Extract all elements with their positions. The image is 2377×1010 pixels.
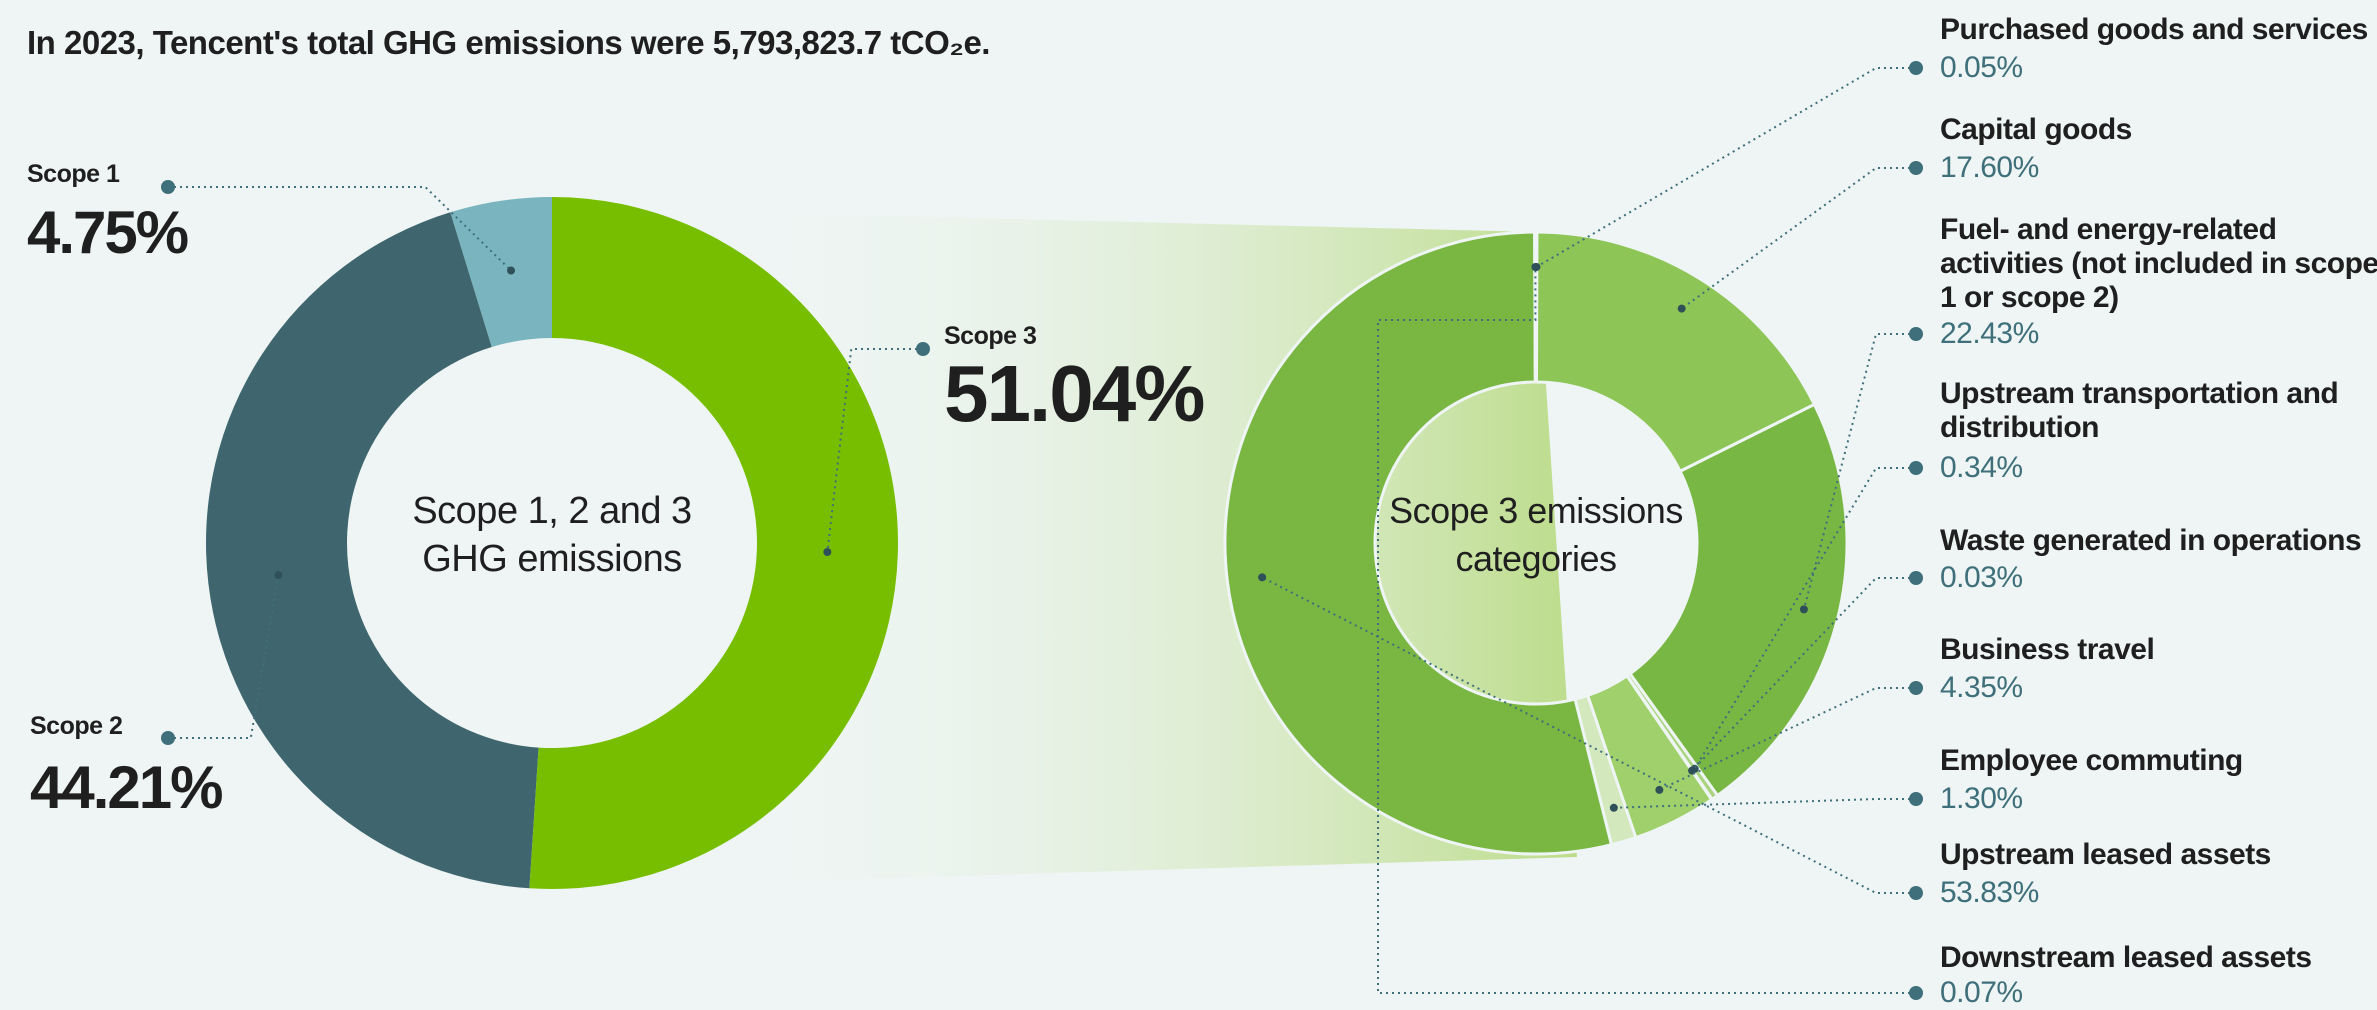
value-label: 44.21%: [30, 754, 223, 821]
category-label: Upstream leased assets: [1940, 838, 2271, 871]
leader-dot: [1909, 986, 1923, 1000]
leader-line: [1613, 798, 1916, 809]
category-label: Scope 2: [30, 712, 123, 740]
category-label: Scope 3: [944, 322, 1037, 350]
leader-line: [1802, 333, 1916, 610]
segment-dot: [507, 266, 516, 275]
leader-dot: [1909, 681, 1923, 695]
leader-line: [1377, 267, 1916, 994]
value-label: 22.43%: [1940, 317, 2039, 350]
leader-dot: [1909, 571, 1923, 585]
leader-line: [1691, 577, 1916, 772]
leader-dot: [916, 342, 930, 356]
value-label: 0.03%: [1940, 561, 2023, 594]
segment-dot: [1258, 573, 1267, 582]
center-label-line: Scope 3 emissions: [1389, 490, 1683, 531]
leader-line: [1658, 687, 1916, 791]
leader-line: [1693, 467, 1916, 770]
leader-dot: [1909, 461, 1923, 475]
category-label: Employee commuting: [1940, 744, 2243, 777]
segment-dot: [1799, 605, 1808, 614]
value-label: 1.30%: [1940, 782, 2023, 815]
segment-dot: [1531, 263, 1540, 272]
donut-segment: [450, 197, 552, 348]
segment-dot: [1655, 785, 1664, 794]
leader-dot: [161, 731, 175, 745]
segment-dot: [274, 571, 283, 580]
leader-line: [1261, 576, 1916, 894]
category-label: Upstream transportation and distribution: [1940, 377, 2339, 444]
leader-dot: [1909, 61, 1923, 75]
center-label: Scope 3 emissions categories: [1389, 490, 1683, 579]
leader-line: [1681, 167, 1916, 310]
leader-dot: [1909, 161, 1923, 175]
value-label: 53.83%: [1940, 876, 2039, 909]
leader-dot: [1909, 327, 1923, 341]
segment-dot: [1609, 803, 1618, 812]
segment-dot: [1677, 304, 1686, 313]
category-label: Capital goods: [1940, 113, 2132, 146]
leader-dot: [1909, 886, 1923, 900]
leader-dot: [1909, 792, 1923, 806]
category-label: Purchased goods and services: [1940, 13, 2368, 46]
donut-segment: [1627, 402, 1849, 798]
category-label: Waste generated in operations: [1940, 524, 2362, 557]
leader-line: [1535, 67, 1916, 268]
donut-segment: [1535, 230, 1817, 474]
leader-line: [168, 186, 512, 272]
title: In 2023, Tencent's total GHG emissions w…: [27, 24, 990, 61]
center-label: Scope 1, 2 and 3 GHG emissions: [412, 490, 691, 580]
value-label: 0.05%: [1940, 51, 2023, 84]
center-label-line: Scope 1, 2 and 3: [412, 490, 691, 532]
donut-segment: [529, 197, 899, 889]
donut-segment: [206, 212, 539, 889]
segment-dot: [823, 547, 832, 556]
category-label: Business travel: [1940, 633, 2155, 666]
value-label: 0.07%: [1940, 976, 2023, 1009]
leader-line: [168, 574, 280, 739]
value-label: 4.35%: [1940, 671, 2023, 704]
donut-segment: [1223, 230, 1614, 856]
center-label-line: categories: [1455, 538, 1616, 579]
center-label-line: GHG emissions: [422, 538, 682, 580]
value-label: 0.34%: [1940, 451, 2023, 484]
category-label: Downstream leased assets: [1940, 941, 2312, 974]
leader-dot: [161, 180, 175, 194]
value-label: 4.75%: [27, 199, 189, 266]
category-label: Scope 1: [27, 160, 120, 188]
category-label: Fuel- and energy-related activities (not…: [1940, 213, 2377, 314]
value-label: 51.04%: [944, 349, 1205, 438]
value-label: 17.60%: [1940, 151, 2039, 184]
